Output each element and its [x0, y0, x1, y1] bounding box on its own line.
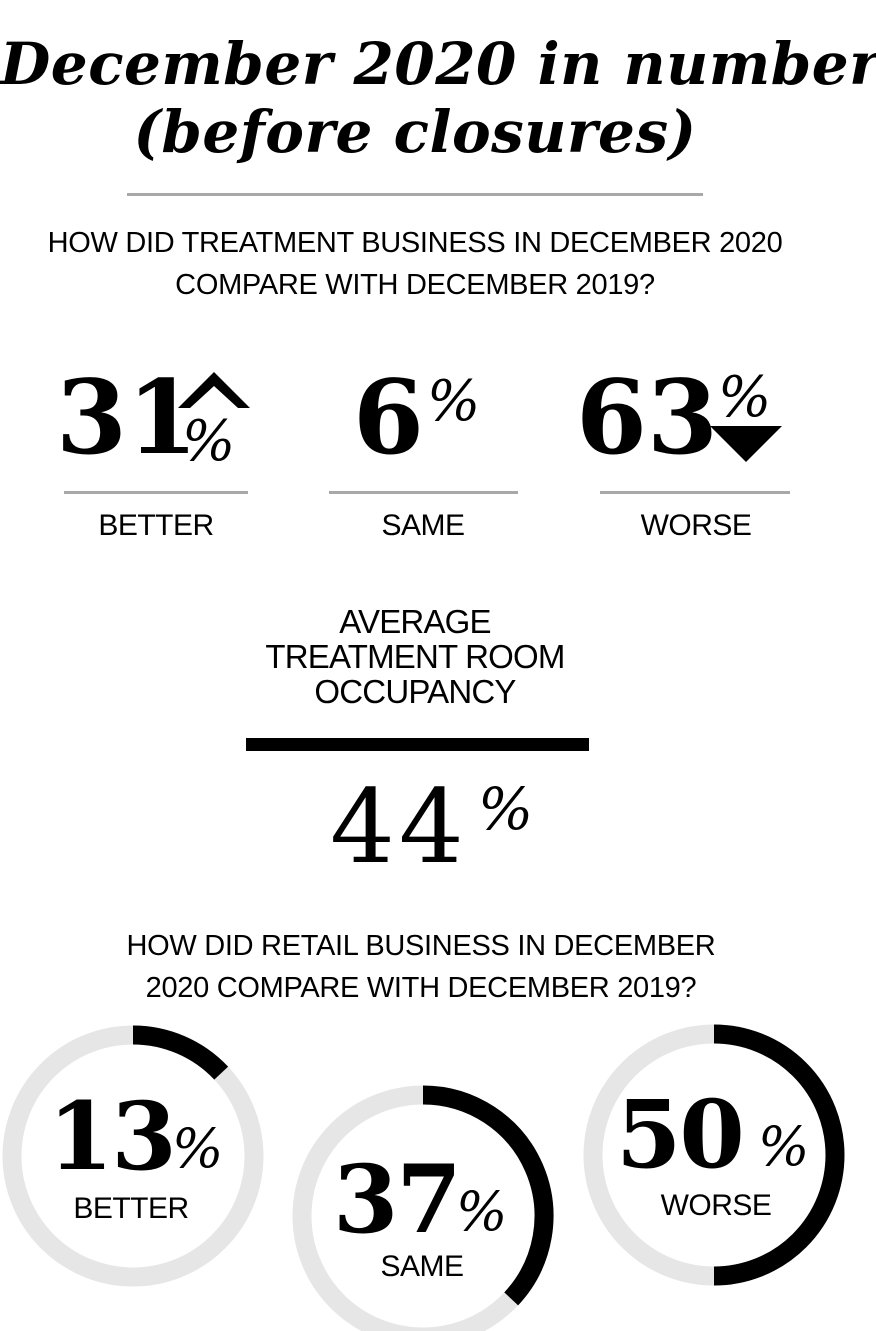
occupancy-label-line-2: TREATMENT ROOM: [265, 638, 565, 675]
title-divider: [127, 193, 703, 196]
retail-better-value: 13: [48, 1082, 177, 1192]
treatment-better-label: BETTER: [98, 509, 214, 542]
retail-same-value: 37: [333, 1145, 462, 1255]
occupancy-unit: %: [478, 775, 534, 843]
treatment-question-line-2: COMPARE WITH DECEMBER 2019?: [175, 269, 655, 301]
treatment-worse-label: WORSE: [640, 509, 752, 542]
title-line-1: December 2020 in numbers: [0, 30, 876, 98]
retail-worse-unit: %: [758, 1115, 810, 1178]
retail-worse-value: 50: [616, 1080, 745, 1190]
treatment-worse-unit: %: [718, 365, 772, 430]
treatment-better-rule: [64, 491, 248, 494]
treatment-question: HOW DID TREATMENT BUSINESS IN DECEMBER 2…: [0, 222, 830, 306]
treatment-better-value: 31: [56, 358, 198, 478]
treatment-same-rule: [329, 491, 518, 494]
treatment-same-unit: %: [427, 369, 481, 434]
retail-better-unit: %: [172, 1117, 224, 1180]
down-arrow-icon: [710, 426, 782, 462]
occupancy-label-line-1: AVERAGE: [339, 603, 491, 640]
title-line-2: (before closures): [133, 98, 697, 166]
retail-same-unit: %: [456, 1180, 508, 1243]
retail-worse-ring-fill: [713, 1024, 845, 1286]
treatment-better-unit: %: [182, 409, 236, 474]
retail-question: HOW DID RETAIL BUSINESS IN DECEMBER 2020…: [0, 925, 842, 1009]
treatment-same-label: SAME: [381, 509, 465, 542]
treatment-question-line-1: HOW DID TREATMENT BUSINESS IN DECEMBER 2…: [47, 227, 783, 259]
occupancy-divider-bar: [246, 738, 589, 751]
occupancy-label: AVERAGE TREATMENT ROOM OCCUPANCY: [230, 604, 600, 709]
retail-same-ring-fill: [422, 1085, 554, 1306]
treatment-worse-rule: [600, 491, 790, 494]
retail-better-label: BETTER: [73, 1192, 189, 1225]
occupancy-label-line-3: OCCUPANCY: [314, 673, 516, 710]
retail-question-line-1: HOW DID RETAIL BUSINESS IN DECEMBER: [126, 930, 716, 962]
retail-question-line-2: 2020 COMPARE WITH DECEMBER 2019?: [145, 972, 697, 1004]
occupancy-value: 44: [330, 768, 468, 887]
page-title: December 2020 in numbers (before closure…: [0, 30, 876, 166]
treatment-worse-value: 63: [576, 358, 718, 478]
retail-same-label: SAME: [380, 1250, 464, 1283]
treatment-same-value: 6: [353, 358, 424, 478]
up-arrow-icon: [178, 372, 250, 408]
retail-worse-label: WORSE: [660, 1189, 772, 1222]
retail-better-ring-fill: [132, 1025, 229, 1080]
